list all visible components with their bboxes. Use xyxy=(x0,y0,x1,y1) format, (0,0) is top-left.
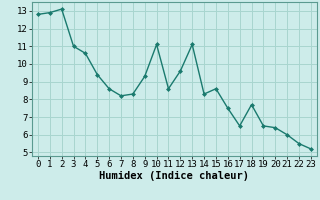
X-axis label: Humidex (Indice chaleur): Humidex (Indice chaleur) xyxy=(100,171,249,181)
